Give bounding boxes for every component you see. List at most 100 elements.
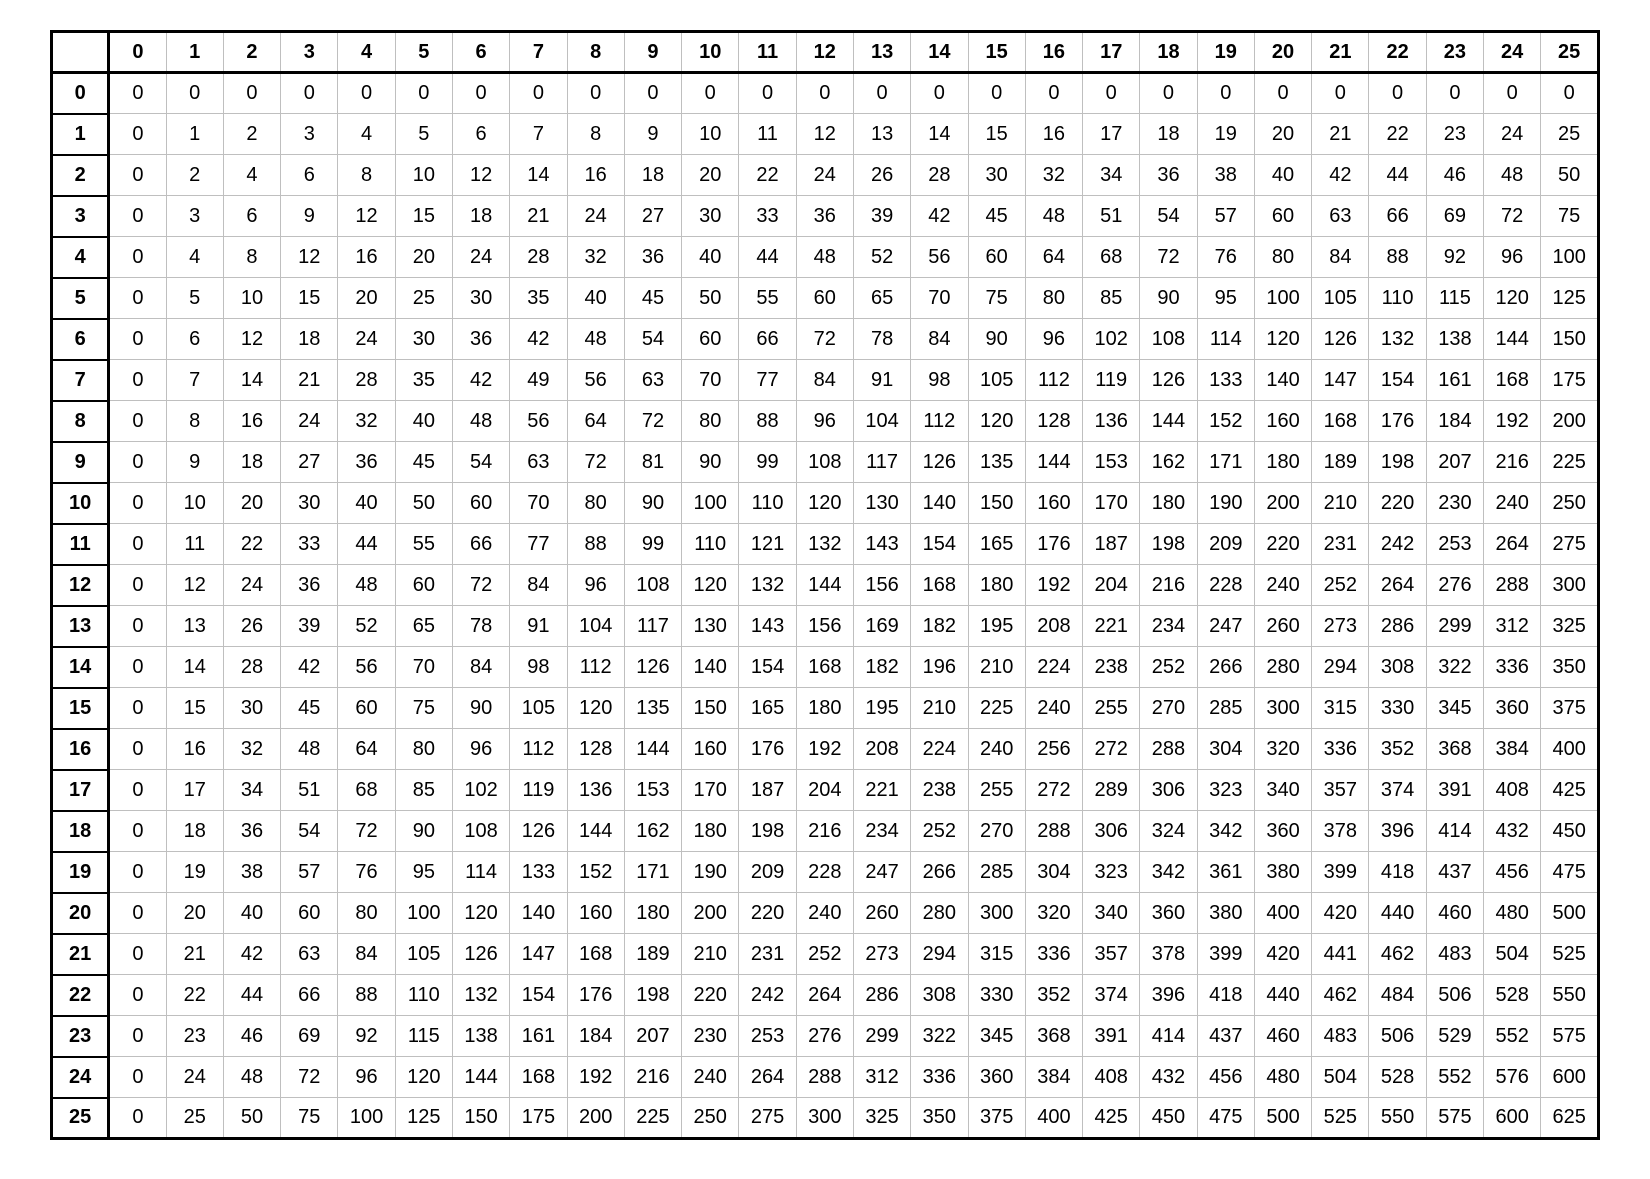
table-cell: 460 xyxy=(1426,893,1483,934)
table-cell: 48 xyxy=(281,729,338,770)
table-cell: 46 xyxy=(223,1016,280,1057)
table-cell: 3 xyxy=(281,114,338,155)
table-cell: 294 xyxy=(911,934,968,975)
table-cell: 289 xyxy=(1083,770,1140,811)
table-cell: 66 xyxy=(739,319,796,360)
table-cell: 375 xyxy=(968,1098,1025,1139)
table-cell: 48 xyxy=(338,565,395,606)
table-cell: 308 xyxy=(1369,647,1426,688)
table-cell: 552 xyxy=(1484,1016,1541,1057)
table-cell: 187 xyxy=(739,770,796,811)
column-header: 25 xyxy=(1541,32,1599,73)
corner-cell xyxy=(52,32,109,73)
table-cell: 360 xyxy=(968,1057,1025,1098)
table-cell: 12 xyxy=(338,196,395,237)
table-cell: 25 xyxy=(1541,114,1599,155)
row-header: 0 xyxy=(52,73,109,114)
table-row: 1701734516885102119136153170187204221238… xyxy=(52,770,1599,811)
table-cell: 0 xyxy=(1484,73,1541,114)
row-header: 17 xyxy=(52,770,109,811)
table-cell: 18 xyxy=(223,442,280,483)
table-cell: 0 xyxy=(109,114,166,155)
table-cell: 207 xyxy=(624,1016,681,1057)
table-cell: 304 xyxy=(1025,852,1082,893)
table-cell: 272 xyxy=(1083,729,1140,770)
table-cell: 38 xyxy=(1197,155,1254,196)
table-cell: 120 xyxy=(452,893,509,934)
table-cell: 96 xyxy=(1484,237,1541,278)
table-cell: 108 xyxy=(1140,319,1197,360)
table-cell: 126 xyxy=(911,442,968,483)
table-cell: 66 xyxy=(281,975,338,1016)
table-cell: 40 xyxy=(338,483,395,524)
table-cell: 294 xyxy=(1312,647,1369,688)
table-cell: 240 xyxy=(682,1057,739,1098)
table-cell: 78 xyxy=(452,606,509,647)
table-cell: 450 xyxy=(1140,1098,1197,1139)
row-header: 15 xyxy=(52,688,109,729)
table-cell: 414 xyxy=(1140,1016,1197,1057)
table-cell: 68 xyxy=(338,770,395,811)
table-row: 2302346699211513816118420723025327629932… xyxy=(52,1016,1599,1057)
table-cell: 209 xyxy=(1197,524,1254,565)
column-header: 9 xyxy=(624,32,681,73)
table-cell: 322 xyxy=(911,1016,968,1057)
table-cell: 33 xyxy=(739,196,796,237)
table-cell: 0 xyxy=(1312,73,1369,114)
column-header: 21 xyxy=(1312,32,1369,73)
table-cell: 78 xyxy=(853,319,910,360)
table-cell: 0 xyxy=(853,73,910,114)
table-cell: 216 xyxy=(624,1057,681,1098)
table-cell: 500 xyxy=(1541,893,1599,934)
table-cell: 115 xyxy=(395,1016,452,1057)
table-cell: 69 xyxy=(281,1016,338,1057)
table-cell: 0 xyxy=(452,73,509,114)
table-cell: 483 xyxy=(1426,934,1483,975)
table-cell: 0 xyxy=(109,483,166,524)
table-cell: 30 xyxy=(682,196,739,237)
table-cell: 21 xyxy=(510,196,567,237)
table-cell: 35 xyxy=(395,360,452,401)
table-cell: 108 xyxy=(796,442,853,483)
column-header: 4 xyxy=(338,32,395,73)
table-cell: 168 xyxy=(911,565,968,606)
row-header: 18 xyxy=(52,811,109,852)
table-cell: 45 xyxy=(395,442,452,483)
table-cell: 0 xyxy=(109,442,166,483)
table-cell: 299 xyxy=(853,1016,910,1057)
table-cell: 350 xyxy=(1541,647,1599,688)
table-cell: 0 xyxy=(109,360,166,401)
table-cell: 576 xyxy=(1484,1057,1541,1098)
table-cell: 22 xyxy=(223,524,280,565)
table-cell: 14 xyxy=(223,360,280,401)
table-cell: 30 xyxy=(223,688,280,729)
table-cell: 192 xyxy=(1025,565,1082,606)
table-cell: 104 xyxy=(567,606,624,647)
table-cell: 39 xyxy=(281,606,338,647)
table-cell: 60 xyxy=(395,565,452,606)
table-cell: 10 xyxy=(223,278,280,319)
table-cell: 180 xyxy=(1140,483,1197,524)
table-cell: 220 xyxy=(739,893,796,934)
table-cell: 200 xyxy=(1541,401,1599,442)
table-cell: 378 xyxy=(1140,934,1197,975)
table-cell: 25 xyxy=(395,278,452,319)
table-cell: 330 xyxy=(1369,688,1426,729)
table-cell: 147 xyxy=(1312,360,1369,401)
table-cell: 57 xyxy=(281,852,338,893)
table-cell: 0 xyxy=(109,688,166,729)
table-cell: 176 xyxy=(1369,401,1426,442)
table-cell: 250 xyxy=(1541,483,1599,524)
table-cell: 143 xyxy=(853,524,910,565)
table-cell: 425 xyxy=(1083,1098,1140,1139)
table-cell: 252 xyxy=(1140,647,1197,688)
table-cell: 216 xyxy=(1140,565,1197,606)
table-cell: 20 xyxy=(166,893,223,934)
table-cell: 24 xyxy=(567,196,624,237)
table-cell: 108 xyxy=(452,811,509,852)
table-cell: 260 xyxy=(853,893,910,934)
table-cell: 506 xyxy=(1426,975,1483,1016)
table-cell: 575 xyxy=(1426,1098,1483,1139)
table-row: 1901938577695114133152171190209228247266… xyxy=(52,852,1599,893)
table-cell: 575 xyxy=(1541,1016,1599,1057)
